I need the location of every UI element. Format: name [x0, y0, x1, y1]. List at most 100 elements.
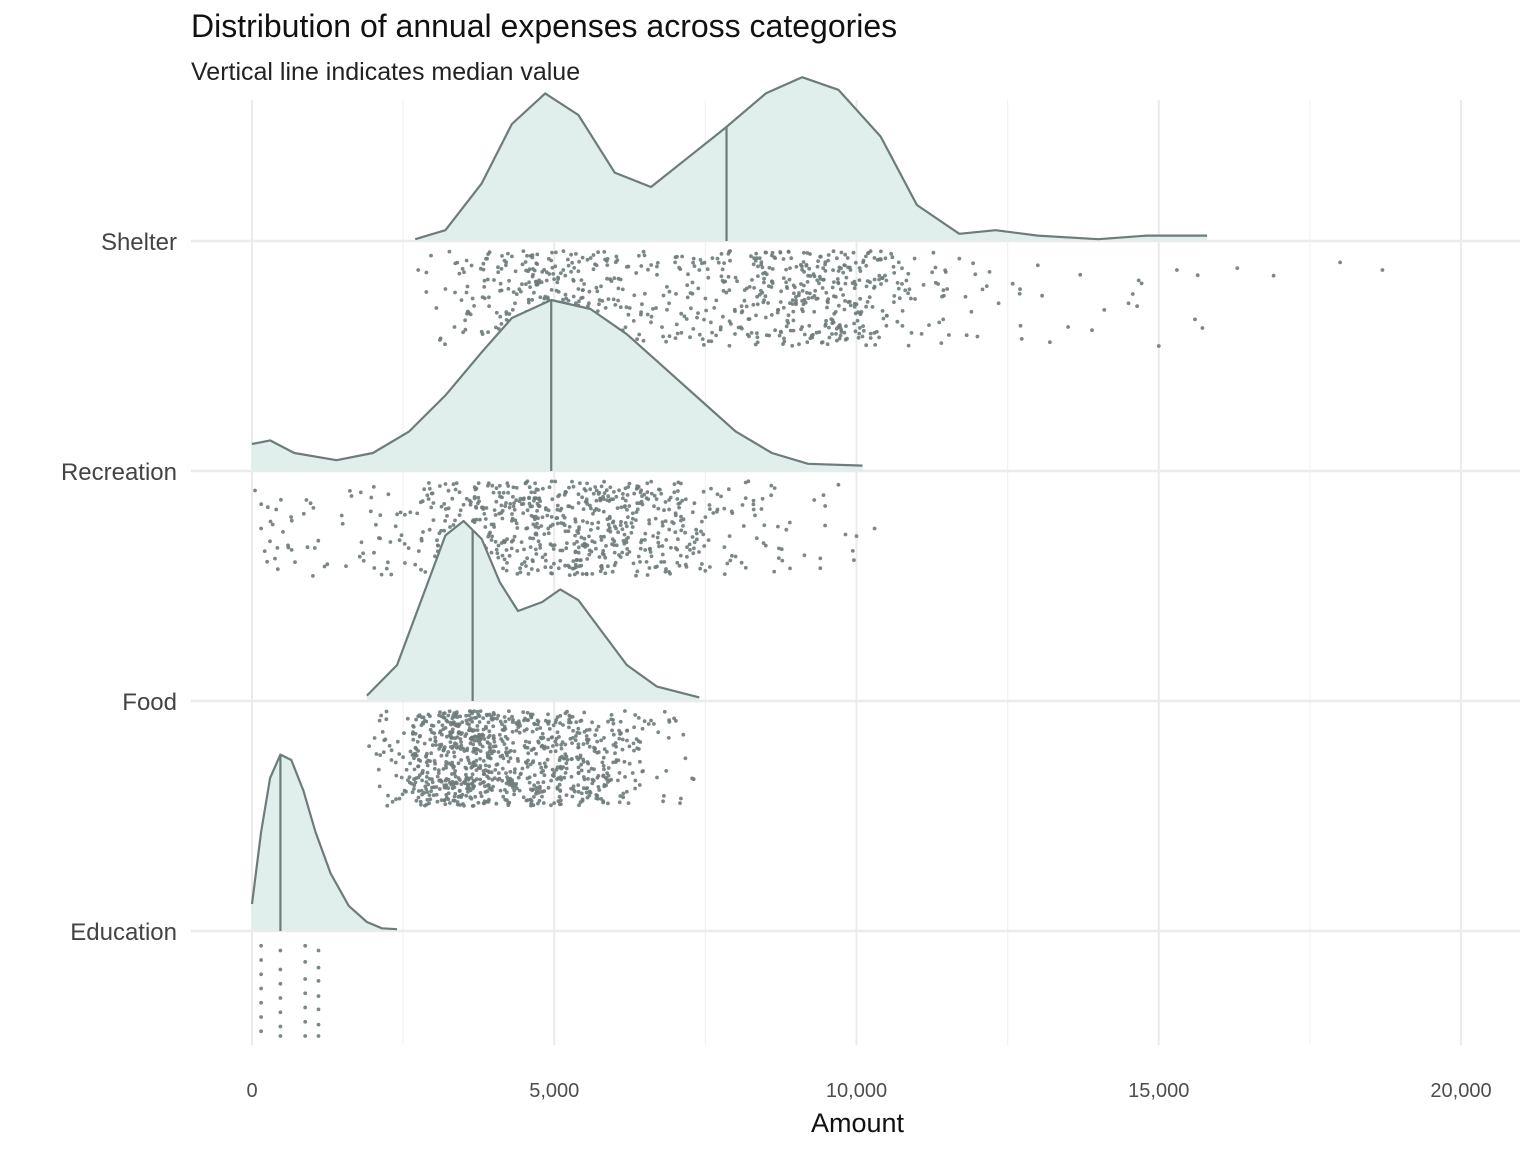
data-point: [706, 538, 711, 542]
data-point: [762, 523, 767, 528]
data-point: [430, 743, 435, 748]
data-point: [546, 785, 551, 790]
data-point: [730, 553, 734, 558]
data-point: [704, 308, 708, 313]
data-point: [512, 501, 516, 505]
data-point: [582, 487, 587, 491]
data-point: [563, 490, 568, 495]
data-point: [575, 539, 579, 544]
data-point: [540, 794, 544, 799]
data-point: [778, 329, 783, 334]
data-point: [595, 289, 600, 294]
data-point: [683, 562, 688, 567]
data-point: [597, 302, 601, 307]
data-point: [505, 561, 509, 565]
x-tick-label: 20,000: [1430, 1080, 1491, 1102]
data-point: [468, 312, 473, 317]
data-point: [443, 519, 447, 523]
data-point: [557, 782, 562, 787]
data-point: [510, 729, 515, 734]
data-point: [559, 521, 563, 525]
data-point: [602, 767, 606, 772]
data-point: [779, 289, 783, 294]
data-point: [454, 710, 459, 715]
data-point: [492, 525, 496, 529]
density-area: [252, 300, 863, 471]
data-point: [618, 732, 622, 736]
data-point: [660, 520, 665, 525]
data-point: [349, 494, 354, 498]
data-point: [513, 518, 518, 523]
data-point: [797, 342, 801, 347]
data-point: [492, 739, 497, 744]
data-point: [695, 315, 699, 320]
data-point: [667, 301, 671, 306]
data-point: [593, 262, 597, 267]
data-point: [469, 782, 474, 786]
data-point: [357, 554, 362, 559]
data-point: [850, 281, 855, 285]
data-point: [791, 309, 796, 314]
data-point: [700, 519, 704, 524]
data-point: [459, 758, 463, 762]
data-point: [587, 789, 592, 794]
data-point: [681, 732, 686, 737]
data-point: [582, 729, 587, 734]
data-point: [743, 565, 748, 570]
data-point: [947, 333, 951, 337]
data-point: [870, 305, 875, 309]
data-point: [500, 753, 505, 758]
data-point: [514, 498, 518, 503]
data-point: [818, 556, 823, 561]
data-point: [424, 802, 429, 807]
data-point: [1338, 260, 1342, 265]
data-point: [826, 253, 831, 257]
data-point: [469, 796, 474, 801]
data-point: [499, 322, 504, 326]
data-point: [1139, 281, 1144, 286]
data-point: [622, 505, 627, 509]
data-point: [475, 728, 480, 732]
data-point: [518, 772, 523, 777]
data-point: [832, 280, 836, 284]
data-point: [453, 741, 457, 746]
data-point: [525, 745, 530, 750]
data-point: [683, 497, 688, 502]
data-point: [474, 768, 479, 772]
data-point: [421, 715, 426, 720]
x-tick-label: 5,000: [529, 1080, 579, 1102]
data-point: [316, 948, 321, 953]
data-point: [488, 742, 492, 746]
data-point: [465, 755, 470, 760]
data-point: [632, 748, 636, 753]
data-point: [487, 481, 491, 486]
data-point: [418, 799, 423, 804]
data-point: [807, 266, 812, 271]
data-point: [651, 534, 655, 538]
data-point: [404, 767, 409, 772]
data-point: [623, 775, 627, 779]
data-point: [525, 718, 530, 723]
data-point: [812, 274, 817, 279]
data-point: [562, 523, 567, 528]
data-point: [525, 253, 529, 258]
data-point: [659, 560, 664, 564]
data-point: [560, 740, 565, 745]
data-point: [419, 723, 424, 728]
data-point: [839, 330, 844, 334]
data-point: [495, 551, 500, 556]
data-point: [316, 1007, 321, 1012]
data-point: [462, 749, 467, 753]
data-point: [537, 761, 542, 766]
data-point: [425, 770, 430, 775]
data-point: [656, 531, 661, 535]
data-point: [573, 738, 578, 743]
data-point: [644, 560, 649, 564]
data-point: [552, 561, 556, 566]
data-point: [498, 314, 503, 319]
data-point: [426, 758, 430, 763]
data-point: [637, 253, 641, 258]
data-point: [802, 553, 807, 558]
data-point: [834, 332, 838, 336]
data-point: [581, 759, 586, 764]
